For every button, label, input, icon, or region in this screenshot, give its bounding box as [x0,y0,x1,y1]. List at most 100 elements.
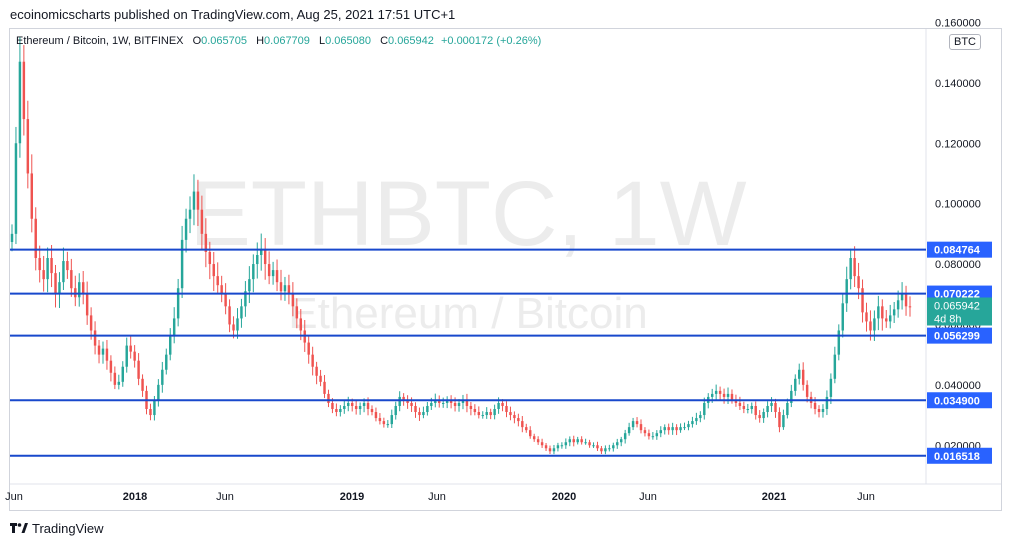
legend-symbol[interactable]: Ethereum / Bitcoin, 1W, BITFINEX [16,35,184,47]
last-price-countdown: 4d 8h [934,314,962,326]
chart-frame[interactable] [9,28,1002,511]
candle-body [85,294,89,316]
candle-body [647,433,651,437]
candle-body [659,430,663,434]
candle-body [754,405,757,416]
candle-body [742,405,746,410]
candle-body [153,399,156,416]
y-tick-label: 0.100000 [935,199,981,211]
candle-body [798,369,801,379]
candle-body [489,412,492,416]
level-label-text: 0.084764 [934,245,981,257]
candle-body [445,399,449,403]
candle-body [734,399,738,403]
candle-body [109,360,113,373]
level-label-text: 0.016518 [934,451,980,463]
candle-body [722,393,726,397]
candle-body [378,418,382,422]
candle-body [315,366,318,376]
candle-body [786,402,789,416]
candle-body [635,421,639,425]
candle-body [18,61,22,144]
candle-body [180,239,184,289]
candle-body [10,233,14,243]
candle-body [821,409,825,413]
candle-body [552,448,556,452]
candle-body [651,436,655,438]
candle-body [129,345,132,352]
candle-body [291,294,295,307]
candle-body [46,258,49,280]
candle-body [461,399,465,403]
candle-body [469,405,473,410]
candle-body [841,303,844,331]
candle-body [509,412,512,416]
candle-body [240,306,243,319]
candle-body [200,209,204,234]
candle-body [888,315,892,322]
candle-body [319,375,322,382]
candle-body [714,390,718,394]
watermark-ticker: ETHBTC, 1W [189,163,746,265]
y-tick-label: 0.080000 [935,259,981,271]
candle-body [497,402,500,410]
level-label-text: 0.034900 [934,395,980,407]
candle-body [402,396,405,400]
candle-body [513,415,516,419]
candle-body [279,282,283,292]
candle-body [125,345,128,367]
candle-body [833,354,837,379]
candle-body [746,409,750,411]
watermark-name: Ethereum / Bitcoin [288,289,648,338]
candle-body [540,442,544,446]
candle-body [655,433,659,437]
candle-body [42,270,45,280]
ohlc-legend: Ethereum / Bitcoin, 1W, BITFINEX O0.0657… [16,35,541,47]
candle-body [873,318,876,331]
candle-body [560,445,564,447]
candle-body [62,261,65,283]
candle-body [584,442,587,444]
candle-body [631,421,635,428]
candle-body [782,415,785,428]
candle-body [825,396,829,410]
candle-body [339,409,342,413]
candle-body [643,430,647,434]
candle-body [212,264,215,277]
candle-body [252,264,255,280]
candle-body [382,421,386,425]
candle-body [133,351,136,361]
x-tick-label: 2018 [123,491,147,503]
candle-body [34,218,37,259]
horizontal-levels-group [10,248,926,457]
candle-body [224,294,227,307]
candle-body [248,279,251,292]
tradingview-logo[interactable]: TradingView [10,521,104,536]
candle-body [263,248,267,265]
candle-body [619,439,623,443]
candle-body [137,360,140,379]
candle-body [892,309,896,316]
candle-body [386,424,390,426]
currency-tag[interactable]: BTC [949,34,981,50]
price-axis[interactable]: 0.0200000.0400000.0600000.0800000.100000… [935,17,981,452]
candle-body [904,294,908,307]
candle-body [228,306,231,325]
candle-body [817,409,821,413]
candle-body [805,384,809,397]
candle-body [434,399,437,403]
candle-body [113,372,117,385]
candle-body [58,282,61,295]
candle-body [544,445,548,449]
candle-body [877,306,880,319]
time-axis[interactable]: Jun 2018 Jun 2019 Jun 2020 Jun 2021 Jun [5,491,875,503]
candle-body [256,254,259,265]
candle-body [588,442,591,446]
candle-body [663,427,666,431]
last-price-value: 0.065942 [934,301,980,313]
x-tick-label: Jun [857,491,875,503]
candle-body [865,312,868,322]
candle-body [26,119,30,174]
